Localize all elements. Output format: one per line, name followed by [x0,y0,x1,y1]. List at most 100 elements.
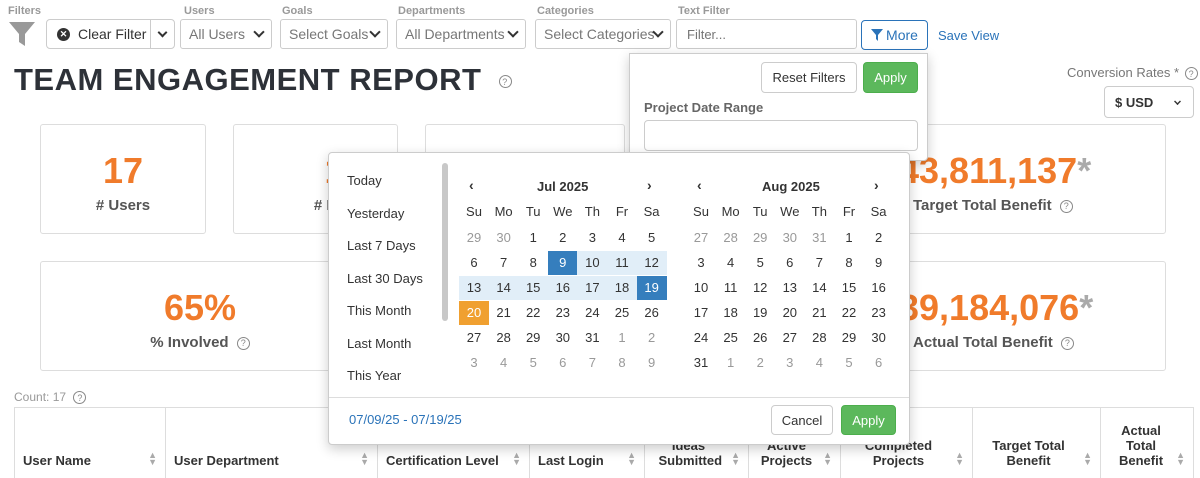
calendar-day[interactable]: 3 [470,355,478,370]
calendar-day[interactable]: 29 [841,330,857,345]
calendar-day[interactable]: 30 [871,330,886,345]
calendar-day[interactable]: 17 [693,305,709,320]
calendar-day[interactable]: 4 [499,355,508,370]
calendar-day[interactable]: 29 [466,230,482,245]
col-user-department[interactable]: User Department ▲ ▼ [165,408,377,478]
calendar-day[interactable]: 5 [647,230,656,245]
range-item[interactable]: This Month [347,303,412,318]
calendar-day[interactable]: 18 [723,305,738,320]
range-scrollbar[interactable] [442,163,448,321]
calendar-day[interactable]: 8 [529,255,537,270]
calendar-day[interactable]: 1 [618,330,626,345]
calendar-day[interactable]: 16 [547,276,578,300]
departments-select[interactable]: All Departments [396,19,526,49]
calendar-day[interactable]: 31 [812,230,827,245]
calendar-day[interactable]: 12 [752,280,768,295]
next-month-arrow[interactable]: › [647,177,652,193]
calendar-day[interactable]: 11 [723,280,738,295]
col-user-name[interactable]: User Name ▲ ▼ [14,408,165,478]
calendar-day[interactable]: 30 [782,230,798,245]
more-button[interactable]: More [861,20,928,50]
calendar-day[interactable]: 18 [607,276,637,300]
reset-filters-button[interactable]: Reset Filters [761,62,857,93]
calendar-day[interactable]: 31 [693,355,709,370]
calendar-day[interactable]: 25 [614,305,630,320]
calendar-day[interactable]: 28 [723,230,738,245]
calendar-day[interactable]: 14 [488,276,519,300]
calendar-day[interactable]: 25 [723,330,738,345]
calendar-day[interactable]: 20 [782,305,798,320]
calendar-day[interactable]: 4 [815,355,823,370]
calendar-day[interactable]: 15 [841,280,857,295]
col-target-total-benefit[interactable]: Target Total Benefit ▲ ▼ [972,408,1100,478]
calendar-day[interactable]: 9 [874,255,883,270]
calendar-day[interactable]: 5 [529,355,537,370]
calendar-day[interactable]: 31 [585,330,600,345]
calendar-day[interactable]: 1 [726,355,735,370]
calendar-day[interactable]: 16 [871,280,886,295]
calendar-day[interactable]: 26 [644,305,659,320]
prev-month-arrow[interactable]: ‹ [697,177,702,193]
calendar-day[interactable]: 6 [874,355,883,370]
calendar-day[interactable]: 15 [518,276,549,300]
calendar-day[interactable]: 27 [466,330,482,345]
clear-filter-dropdown[interactable] [150,19,175,49]
calendar-day[interactable]: 7 [588,355,596,370]
calendar-day[interactable]: 5 [756,255,764,270]
project-date-range-input[interactable] [644,120,918,151]
calendar-day[interactable]: 7 [499,255,508,270]
calendar-day[interactable]: 9 [547,251,578,275]
next-month-arrow[interactable]: › [874,177,879,193]
calendar-day[interactable]: 21 [812,305,827,320]
calendar-day[interactable]: 24 [693,330,709,345]
calendar-day[interactable]: 21 [496,305,511,320]
calendar-day[interactable]: 23 [555,305,571,320]
calendar-day[interactable]: 3 [697,255,705,270]
calendar-day[interactable]: 4 [726,255,735,270]
calendar-day[interactable]: 2 [559,230,567,245]
save-view-link[interactable]: Save View [938,28,1000,43]
calendar-day[interactable]: 3 [786,355,794,370]
range-item[interactable]: Yesterday [347,205,405,221]
text-filter-input[interactable] [676,19,857,49]
help-icon[interactable]: ? [1059,199,1073,213]
range-item[interactable]: Last 30 Days [347,270,423,286]
calendar-day[interactable]: 9 [647,355,656,370]
calendar-day[interactable]: 10 [693,280,709,295]
help-icon[interactable]: ? [498,75,512,89]
calendar-day[interactable]: 7 [815,255,823,270]
calendar-day[interactable]: 8 [845,255,853,270]
categories-select[interactable]: Select Categories [535,19,671,49]
calendar-day[interactable]: 3 [588,230,596,245]
calendar-day[interactable]: 1 [845,230,853,245]
range-item[interactable]: Last 7 Days [347,238,416,253]
calendar-day[interactable]: 6 [559,355,567,370]
goals-select[interactable]: Select Goals [280,19,388,49]
calendar-day[interactable]: 14 [812,280,827,295]
calendar-day[interactable]: 23 [871,305,886,320]
clear-filter-button[interactable]: ✕ Clear Filter [46,19,151,49]
calendar-day[interactable]: 29 [752,230,768,245]
calendar-day[interactable]: 22 [841,305,857,320]
calendar-day[interactable]: 26 [752,330,768,345]
calendar-day[interactable]: 27 [693,230,709,245]
help-icon[interactable]: ? [1060,336,1074,350]
calendar-day[interactable]: 12 [636,251,667,275]
calendar-day[interactable]: 4 [618,230,626,245]
calendar-day[interactable]: 2 [756,355,764,370]
calendar-day[interactable]: 5 [845,355,853,370]
range-item[interactable]: Today [347,173,382,188]
calendar-day[interactable]: 27 [782,330,798,345]
calendar-day[interactable]: 11 [607,251,637,275]
calendar-day[interactable]: 19 [752,305,768,320]
calendar-day[interactable]: 30 [555,330,571,345]
calendar-day[interactable]: 2 [874,230,883,245]
calendar-day[interactable]: 2 [647,330,656,345]
calendar-day[interactable]: 17 [577,276,608,300]
currency-select[interactable]: $ USD [1104,86,1194,118]
picker-cancel-button[interactable]: Cancel [771,405,833,435]
calendar-day[interactable]: 19 [636,276,667,300]
calendar-day[interactable]: 10 [577,251,608,275]
prev-month-arrow[interactable]: ‹ [469,177,474,193]
help-icon[interactable]: ? [236,336,250,350]
